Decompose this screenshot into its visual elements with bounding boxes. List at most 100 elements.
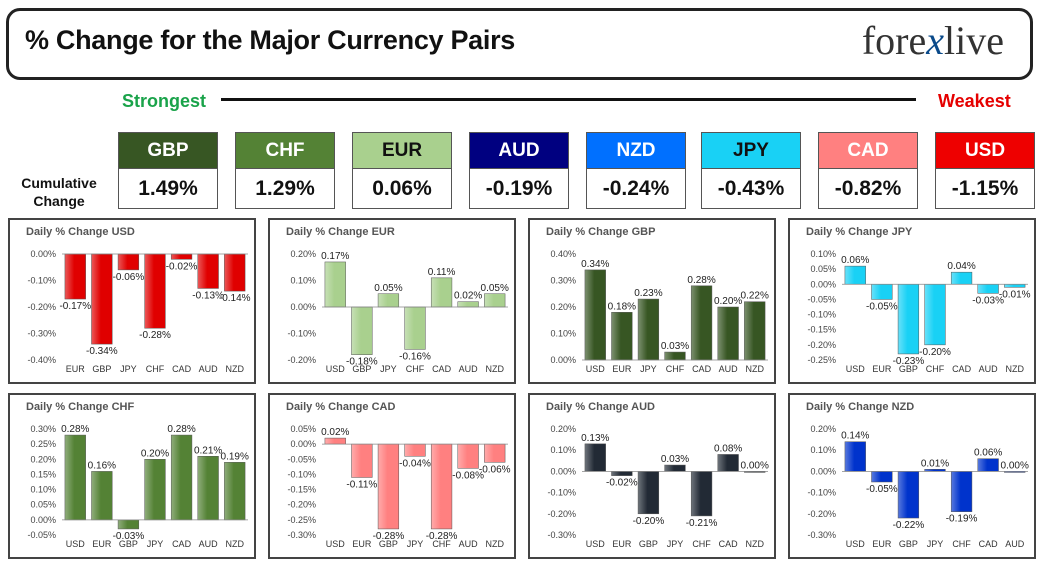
data-label: -0.21%: [686, 518, 718, 529]
x-tick-label: EUR: [66, 364, 86, 374]
chart-panel: 0.30% 0.25% 0.20% 0.15% 0.10% 0.05% 0.00% -0.05…: [8, 393, 256, 559]
logo-text-left: fore: [861, 18, 927, 63]
y-tick-label: 0.30%: [30, 424, 56, 434]
ccy-header: CHF: [235, 132, 335, 169]
data-label: 0.03%: [661, 341, 689, 352]
bar: [144, 459, 166, 521]
x-tick-label: EUR: [612, 364, 632, 374]
data-label: -0.08%: [452, 470, 484, 481]
chart-title: Daily % Change CHF: [26, 401, 135, 413]
bar: [637, 298, 660, 361]
data-label: 0.02%: [321, 427, 349, 438]
x-tick-label: CAD: [952, 364, 972, 374]
x-tick-label: GBP: [379, 539, 398, 549]
y-tick-label: 0.00%: [810, 466, 836, 476]
bar: [324, 261, 346, 308]
y-tick-label: -0.10%: [547, 488, 576, 498]
bar: [977, 284, 999, 294]
data-label: 0.28%: [61, 424, 89, 435]
y-tick-label: 0.00%: [30, 515, 56, 525]
data-label: 0.00%: [741, 460, 769, 471]
bar-chart: 0.10%0.05%0.00%-0.05%-0.10%-0.15%-0.20%-…: [807, 249, 1030, 374]
x-tick-label: CHF: [146, 364, 165, 374]
cumulative-change-label: Cumulative Change: [14, 174, 104, 210]
x-tick-label: JPY: [667, 539, 684, 549]
data-label: -0.28%: [426, 531, 458, 542]
y-tick-label: -0.20%: [287, 355, 316, 365]
ccy-cumulative-value: -0.82%: [818, 169, 918, 209]
bar: [430, 277, 453, 308]
chart-title: Daily % Change NZD: [806, 401, 915, 413]
data-label: -0.03%: [113, 531, 145, 542]
x-tick-label: AUD: [459, 364, 479, 374]
ccy-header: NZD: [586, 132, 686, 169]
bar: [170, 253, 193, 260]
bar-chart: 0.30% 0.25% 0.20% 0.15% 0.10% 0.05% 0.00% -0.05…: [27, 424, 249, 549]
y-tick-label: -0.20%: [287, 500, 316, 510]
y-tick-label: -0.05%: [807, 294, 836, 304]
bar: [457, 443, 479, 469]
x-tick-label: AUD: [199, 364, 219, 374]
x-tick-label: CAD: [432, 364, 452, 374]
x-tick-label: NZD: [745, 364, 764, 374]
data-label: 0.05%: [374, 283, 402, 294]
bar: [717, 454, 739, 472]
data-label: 0.28%: [167, 424, 195, 435]
x-tick-label: GBP: [899, 364, 918, 374]
bar: [717, 306, 739, 361]
data-label: -0.02%: [166, 261, 198, 272]
chart-panel: 0.20% 0.10% 0.00% -0.10% -0.20% 0.17% USD -0.18…: [268, 218, 516, 384]
y-tick-label: -0.10%: [287, 329, 316, 339]
data-label: -0.05%: [866, 484, 898, 495]
x-tick-label: NZD: [225, 539, 244, 549]
y-tick-label: -0.15%: [807, 325, 836, 335]
y-tick-label: -0.30%: [547, 530, 576, 540]
data-label: 0.20%: [141, 448, 169, 459]
x-tick-label: CHF: [926, 364, 945, 374]
bar: [117, 253, 140, 271]
y-tick-label: 0.20%: [810, 424, 836, 434]
chart-panel: 0.05% 0.00% -0.05% -0.10% -0.15% -0.20% -0.25%…: [268, 393, 516, 559]
data-label: 0.16%: [88, 460, 116, 471]
x-tick-label: AUD: [979, 364, 999, 374]
y-tick-label: -0.30%: [807, 530, 836, 540]
ccy-header: USD: [935, 132, 1035, 169]
bar: [91, 471, 113, 521]
data-label: -0.28%: [373, 531, 405, 542]
y-tick-label: 0.05%: [290, 424, 316, 434]
data-label: 0.28%: [687, 275, 715, 286]
bar: [871, 284, 893, 300]
data-label: -0.05%: [866, 301, 898, 312]
ccy-cumulative-value: -1.15%: [935, 169, 1035, 209]
x-tick-label: EUR: [872, 539, 892, 549]
bar: [430, 443, 453, 530]
bar-chart: 0.40% 0.30% 0.20% 0.10% 0.00% 0.34% USD 0.18% EU…: [550, 249, 769, 374]
x-tick-label: CHF: [952, 539, 971, 549]
strength-scale-line: [221, 98, 916, 101]
x-tick-label: CAD: [172, 364, 192, 374]
x-tick-label: EUR: [612, 539, 632, 549]
bar: [224, 253, 246, 292]
bar: [924, 284, 946, 346]
data-label: -0.16%: [399, 351, 431, 362]
ccy-header: AUD: [469, 132, 569, 169]
bar: [64, 253, 86, 300]
ccy-column-gbp: GBP 1.49%: [118, 132, 218, 209]
chart-title: Daily % Change EUR: [286, 226, 395, 238]
x-tick-label: JPY: [147, 539, 164, 549]
bar: [977, 458, 999, 472]
data-label: -0.02%: [606, 478, 638, 489]
chart-panel: 0.10% 0.05% 0.00% -0.05% -0.10% -0.15% -0.20% -…: [788, 218, 1036, 384]
y-tick-label: 0.10%: [550, 445, 576, 455]
chart-panel: 0.40% 0.30% 0.20% 0.10% 0.00% 0.34% USD 0.18% EU…: [528, 218, 776, 384]
bar: [897, 471, 920, 519]
ccy-column-usd: USD -1.15%: [935, 132, 1035, 209]
data-label: 0.14%: [841, 431, 869, 442]
bar: [950, 271, 973, 285]
bar: [484, 443, 506, 463]
x-tick-label: AUD: [459, 539, 479, 549]
ccy-header: GBP: [118, 132, 218, 169]
cumulative-label-line1: Cumulative: [21, 175, 97, 191]
y-tick-label: 0.00%: [290, 302, 316, 312]
y-tick-label: -0.10%: [287, 469, 316, 479]
